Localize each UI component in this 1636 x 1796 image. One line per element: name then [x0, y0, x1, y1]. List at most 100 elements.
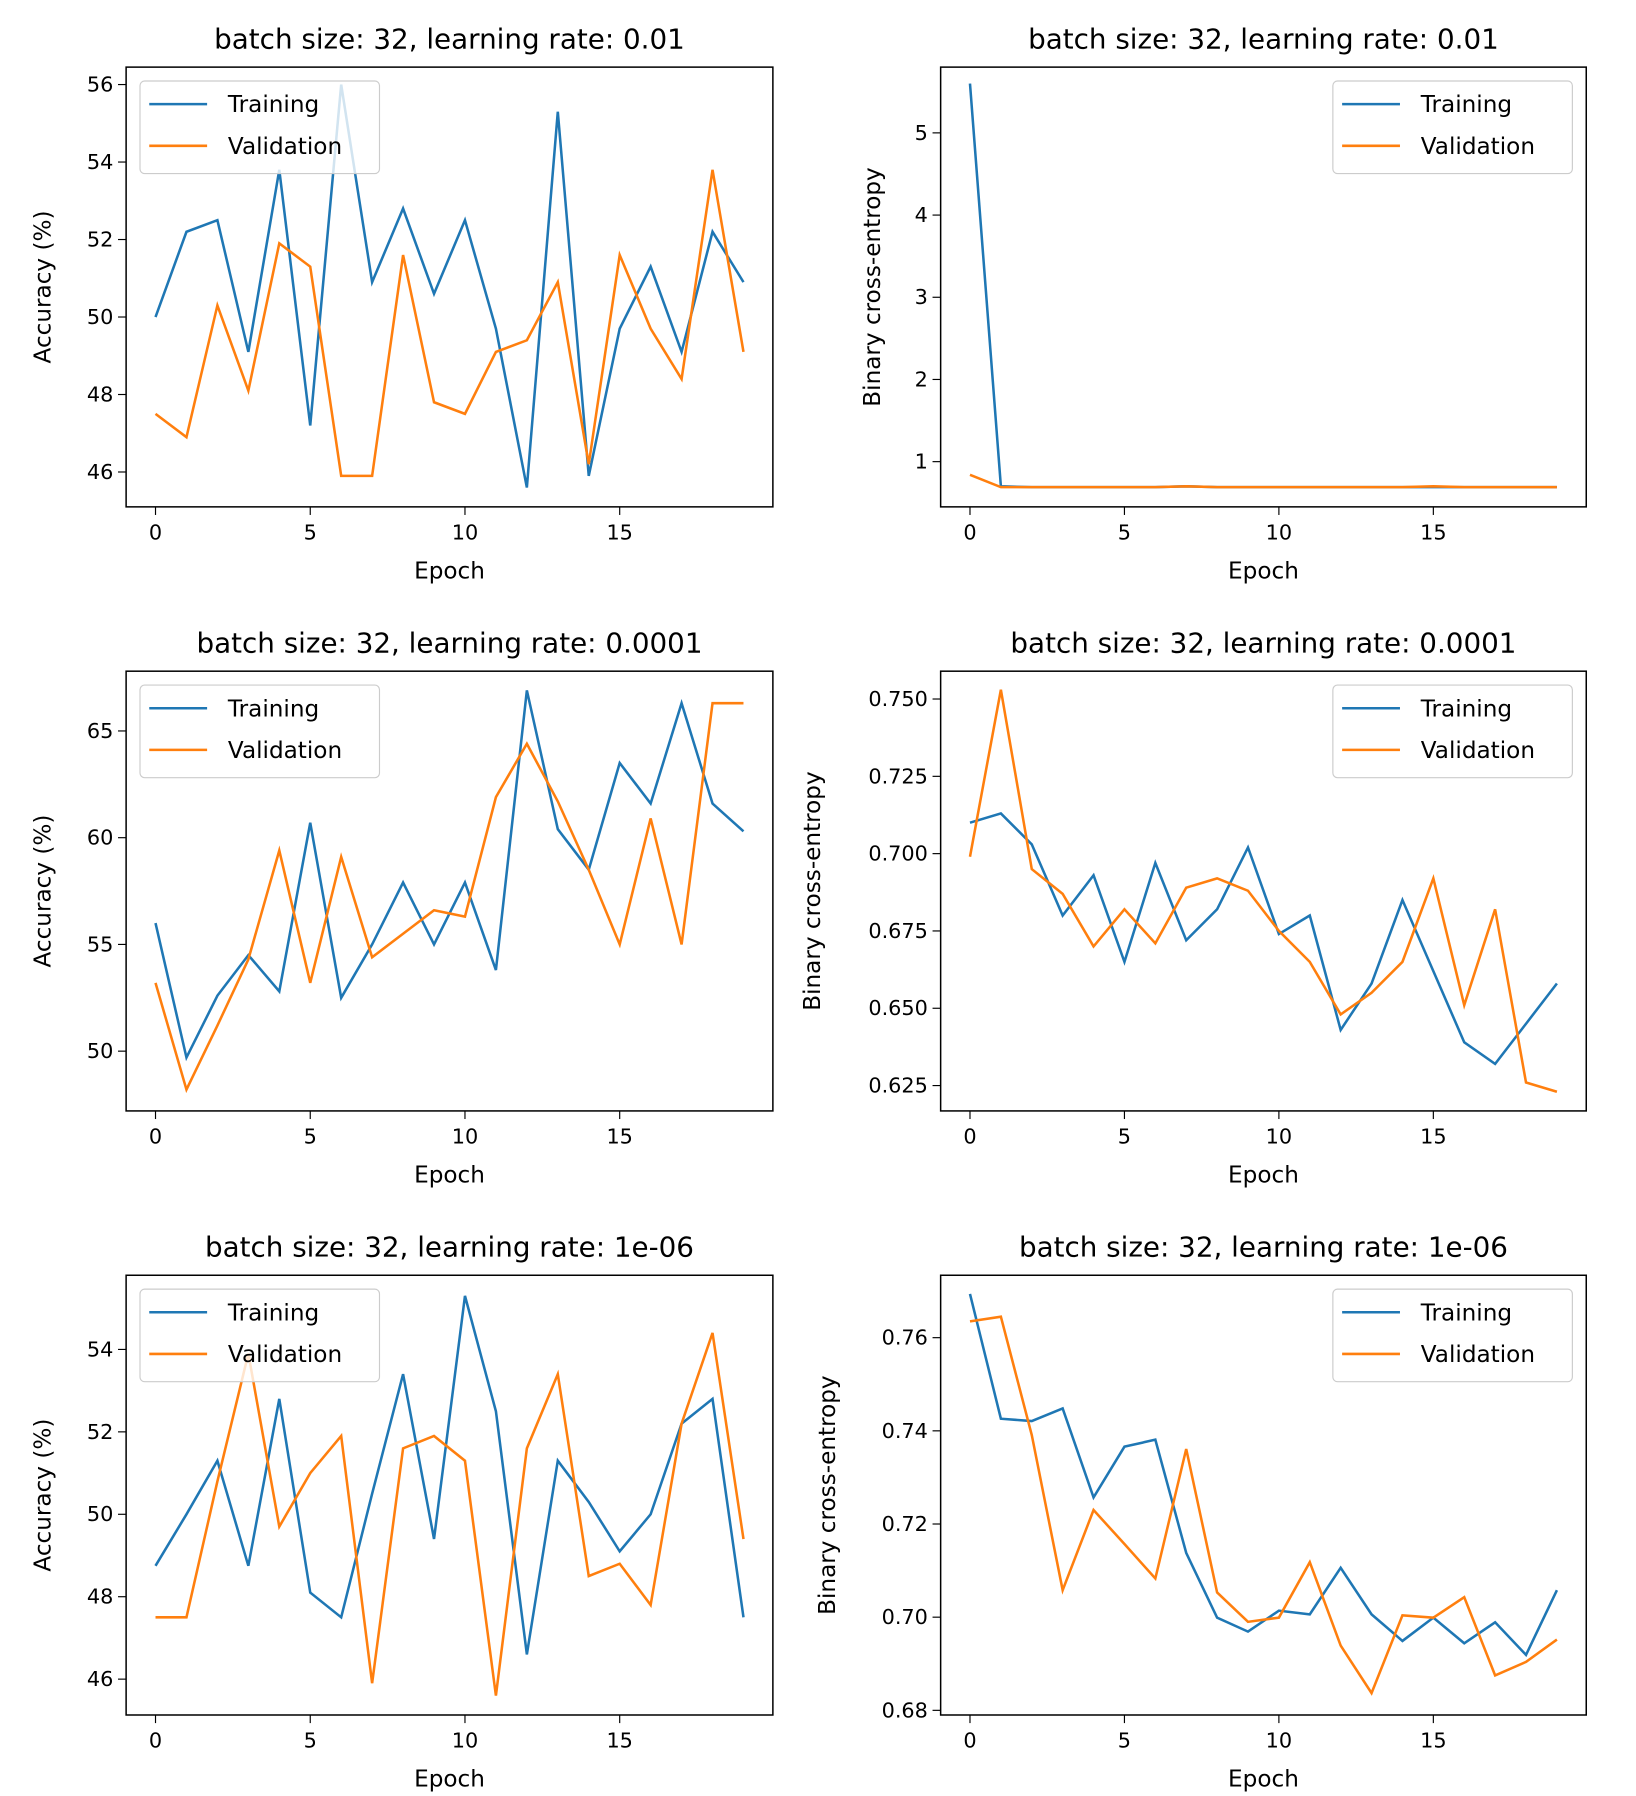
axes-frame [939, 66, 1588, 508]
x-axis-label: Epoch [1228, 1163, 1299, 1189]
legend-label: Validation [1421, 1342, 1535, 1368]
series-line [155, 1332, 745, 1696]
x-tick-label: 0 [149, 1124, 162, 1148]
legend: Training Validation [139, 80, 381, 175]
subplot: batch size: 32, learning rate: 0.0001 0 5 1… [800, 627, 1588, 1189]
legend-label: Training [227, 92, 319, 118]
y-tick-label: 46 [87, 1667, 113, 1691]
y-tick-label: 0.72 [882, 1512, 928, 1536]
series-line [969, 1315, 1558, 1696]
chart-title: batch size: 32, learning rate: 0.0001 [196, 627, 702, 660]
y-axis-label: Accuracy (%) [30, 1419, 56, 1572]
chart-title: batch size: 32, learning rate: 0.0001 [1010, 627, 1516, 660]
y-tick-label: 0.68 [882, 1698, 928, 1722]
plot-area [968, 1293, 1559, 1696]
x-tick-label: 0 [149, 1728, 162, 1752]
x-tick-label: 15 [606, 1124, 632, 1148]
y-tick-label: 3 [915, 285, 928, 309]
y-axis-label: Accuracy (%) [30, 211, 56, 364]
x-tick-label: 10 [452, 1728, 478, 1752]
y-axis-label: Binary cross-entropy [800, 771, 826, 1010]
x-tick-label: 5 [304, 1728, 317, 1752]
y-tick-label: 0.750 [868, 687, 928, 711]
x-tick-label: 5 [1118, 520, 1131, 544]
x-tick-label: 15 [606, 520, 632, 544]
series-line [154, 84, 745, 488]
x-tick-label: 5 [1118, 1728, 1131, 1752]
y-tick-label: 48 [87, 382, 113, 406]
legend: Training Validation [1332, 1288, 1573, 1383]
y-tick-label: 48 [87, 1585, 113, 1609]
plot-area [968, 689, 1558, 1093]
legend-label: Validation [1421, 134, 1535, 160]
legend-label: Training [1420, 92, 1512, 118]
plot-area [154, 690, 745, 1094]
y-axis-label: Binary cross-entropy [860, 167, 886, 406]
chart-title: batch size: 32, learning rate: 0.01 [1028, 23, 1499, 56]
y-tick-label: 0.650 [868, 996, 928, 1020]
plot-area [968, 83, 1557, 489]
x-axis-label: Epoch [414, 559, 485, 585]
subplot: batch size: 32, learning rate: 1e-06 0 5 10… [815, 1231, 1588, 1793]
subplot: batch size: 32, learning rate: 0.01 0 5 10 1… [30, 23, 774, 585]
subplot: batch size: 32, learning rate: 1e-06 0 5 10… [30, 1231, 774, 1793]
axes-frame [125, 670, 774, 1112]
subplot: batch size: 32, learning rate: 0.0001 0 5 1… [30, 627, 774, 1189]
x-tick-label: 0 [963, 1124, 976, 1148]
legend: Training Validation [1332, 684, 1573, 779]
x-tick-label: 0 [149, 520, 162, 544]
legend-label: Validation [228, 134, 342, 160]
chart-title: batch size: 32, learning rate: 1e-06 [1019, 1231, 1508, 1264]
x-tick-label: 0 [963, 520, 976, 544]
axes-frame [125, 66, 774, 508]
y-tick-label: 56 [87, 72, 113, 96]
y-tick-label: 52 [87, 1420, 113, 1444]
y-tick-label: 5 [915, 121, 928, 145]
series-line [968, 1293, 1559, 1658]
plot-area [154, 1295, 745, 1696]
chart-title: batch size: 32, learning rate: 1e-06 [205, 1231, 694, 1264]
legend-label: Training [1420, 1300, 1512, 1326]
x-axis-label: Epoch [414, 1163, 485, 1189]
legend-label: Training [1420, 696, 1512, 722]
x-tick-label: 5 [304, 520, 317, 544]
y-tick-label: 55 [87, 932, 113, 956]
x-axis-label: Epoch [1228, 559, 1299, 585]
y-tick-label: 0.625 [868, 1074, 928, 1098]
x-tick-label: 15 [1420, 1728, 1446, 1752]
y-axis-label: Binary cross-entropy [815, 1375, 841, 1614]
legend: Training Validation [139, 684, 381, 779]
x-tick-label: 10 [452, 520, 478, 544]
legend-label: Validation [228, 738, 342, 764]
x-tick-label: 15 [1420, 520, 1446, 544]
chart-title: batch size: 32, learning rate: 0.01 [214, 23, 685, 56]
y-tick-label: 60 [87, 826, 113, 850]
y-tick-label: 0.74 [882, 1419, 928, 1443]
y-tick-label: 1 [915, 450, 928, 474]
x-axis-label: Epoch [1228, 1767, 1299, 1793]
y-tick-label: 0.700 [868, 842, 928, 866]
legend: Training Validation [1332, 80, 1573, 175]
legend-label: Training [227, 1300, 319, 1326]
legend-label: Validation [1421, 738, 1535, 764]
x-tick-label: 0 [963, 1728, 976, 1752]
x-tick-label: 15 [1420, 1124, 1446, 1148]
axes-frame [125, 1274, 774, 1716]
y-tick-label: 0.76 [882, 1326, 928, 1350]
axes-frame [939, 1274, 1588, 1716]
legend-label: Training [227, 696, 319, 722]
subplot: batch size: 32, learning rate: 0.01 0 5 10 1… [860, 23, 1588, 585]
plot-area [154, 84, 745, 488]
y-tick-label: 0.675 [868, 919, 928, 943]
x-tick-label: 15 [606, 1728, 632, 1752]
series-line [969, 812, 1558, 1066]
y-tick-label: 50 [87, 1502, 113, 1526]
series-line [154, 701, 744, 1094]
x-tick-label: 10 [452, 1124, 478, 1148]
y-tick-label: 4 [915, 203, 928, 227]
legend: Training Validation [139, 1288, 381, 1383]
y-tick-label: 65 [87, 719, 113, 743]
y-tick-label: 2 [915, 367, 928, 391]
